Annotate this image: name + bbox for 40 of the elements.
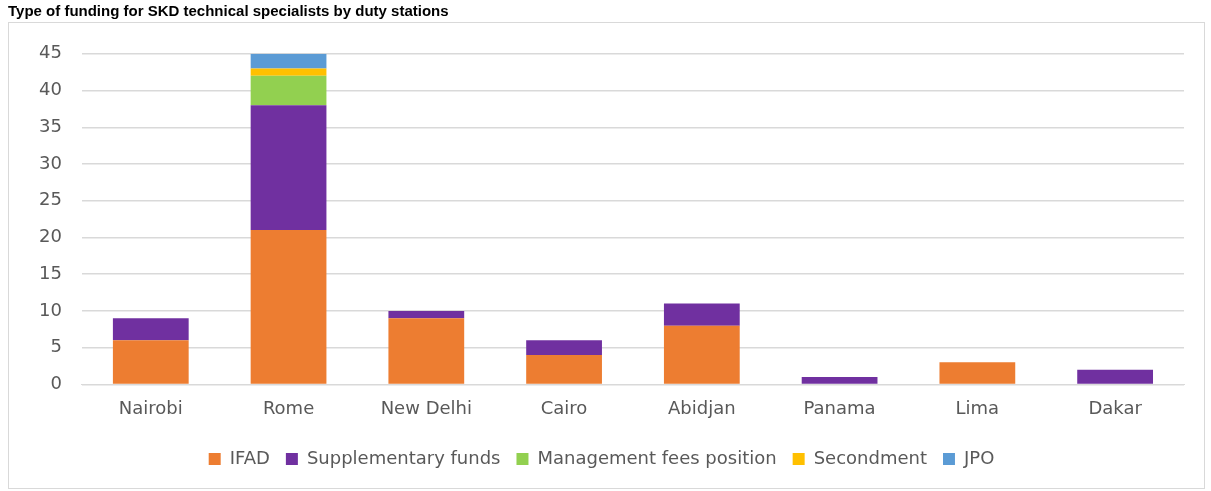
y-tick-label: 20 xyxy=(39,225,62,247)
bar xyxy=(388,310,465,319)
y-tick-label: 40 xyxy=(39,78,62,100)
x-tick-label: Lima xyxy=(955,396,1000,418)
legend-label: Secondment xyxy=(813,446,927,468)
x-tick-label: Abidjan xyxy=(668,396,736,418)
bar xyxy=(112,340,189,384)
y-tick-label: 30 xyxy=(39,151,62,173)
bar xyxy=(663,325,740,384)
bar xyxy=(112,318,189,341)
bar xyxy=(526,340,602,356)
y-tick-label: 45 xyxy=(39,41,62,63)
legend-label: IFAD xyxy=(229,446,270,468)
bar xyxy=(801,377,878,384)
y-tick-label: 5 xyxy=(50,335,62,357)
y-tick-label: 25 xyxy=(39,188,62,210)
chart-title: Type of funding for SKD technical specialists by duty stations xyxy=(7,1,450,21)
y-tick-label: 10 xyxy=(39,298,62,320)
bar xyxy=(250,75,327,106)
x-tick-label: Rome xyxy=(262,396,315,418)
legend-label: Supplementary funds xyxy=(306,446,501,468)
bar xyxy=(250,230,327,384)
legend-label: JPO xyxy=(962,446,995,468)
x-tick-label: Panama xyxy=(803,396,876,418)
bar xyxy=(250,68,327,76)
bar xyxy=(250,53,327,69)
legend-label: Management fees position xyxy=(537,446,777,468)
x-tick-label: New Delhi xyxy=(380,396,472,418)
bar xyxy=(526,355,602,384)
bar xyxy=(250,105,327,231)
x-tick-label: Cairo xyxy=(540,396,588,418)
bar xyxy=(1077,369,1153,384)
y-tick-label: 0 xyxy=(50,372,62,394)
y-tick-label: 15 xyxy=(39,261,62,283)
x-tick-label: Nairobi xyxy=(118,396,183,418)
x-tick-label: Dakar xyxy=(1088,396,1143,418)
y-tick-label: 35 xyxy=(39,114,62,136)
bar xyxy=(388,318,465,384)
bar xyxy=(939,362,1016,384)
bar xyxy=(663,303,740,326)
